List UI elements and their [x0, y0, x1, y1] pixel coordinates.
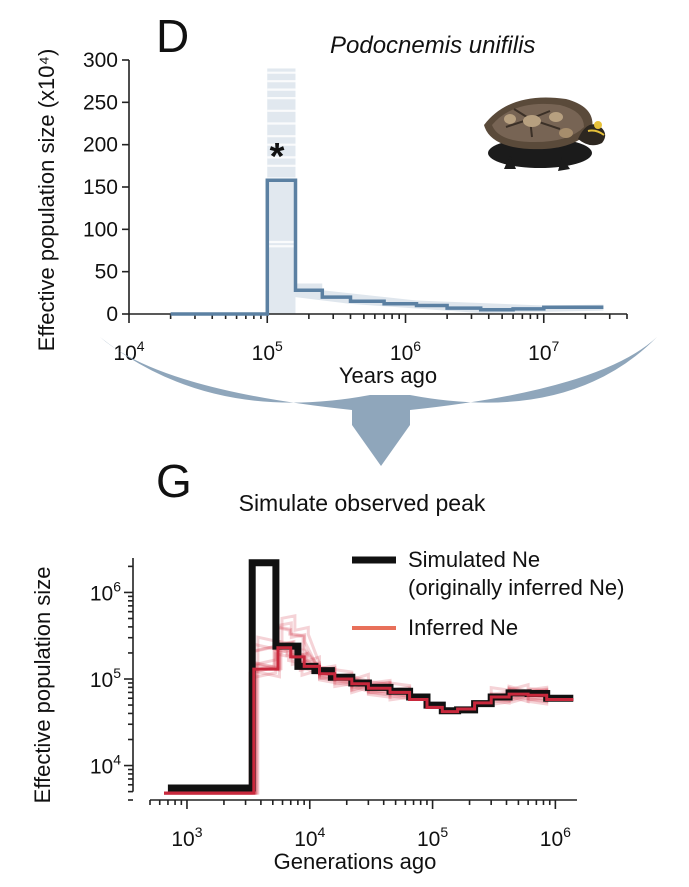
g-x-axis-label: Generations ago — [274, 849, 437, 874]
d-y-tick-label-100: 100 — [83, 218, 118, 241]
bootstrap-band-area — [267, 68, 296, 314]
bootstrap-tail-band — [295, 283, 604, 314]
replicate-line-8 — [164, 645, 574, 795]
d-x-tick-label-2: 106 — [390, 338, 421, 365]
panel-g-subtitle: Simulate observed peak — [239, 490, 486, 516]
panel-g-axes: 104 105 106 103 104 105 106 — [90, 558, 577, 851]
arrow-head — [352, 425, 410, 466]
species-title: Podocnemis unifilis — [330, 32, 535, 59]
replicate-line-0 — [164, 624, 574, 795]
d-x-tick-label-3: 107 — [528, 338, 559, 365]
turtle-icon — [484, 97, 606, 171]
d-y-tick-label-150: 150 — [83, 176, 118, 199]
d-x-tick-label-0: 104 — [113, 338, 144, 365]
legend-inferred-label: Inferred Ne — [408, 615, 518, 640]
panel-d: D Podocnemis unifilis 0 50 100 150 200 250 300… — [34, 10, 628, 388]
legend-simulated-sublabel: (originally inferred Ne) — [408, 575, 624, 600]
replicate-line-4 — [164, 646, 574, 795]
g-y-tick-label-2: 106 — [90, 578, 121, 605]
d-y-tick-label-200: 200 — [83, 134, 118, 157]
g-x-tick-label-2: 105 — [417, 824, 448, 851]
panel-d-axes: 0 50 100 150 200 250 300 104 105 106 107 — [83, 49, 628, 365]
g-x-tick-label-0: 103 — [171, 824, 202, 851]
legend: Simulated Ne (originally inferred Ne) In… — [352, 547, 624, 640]
panel-d-letter: D — [156, 10, 189, 62]
d-x-tick-label-1: 105 — [252, 338, 283, 365]
replicate-line-9 — [164, 621, 574, 795]
inferred-ne-line — [164, 646, 574, 795]
g-y-tick-label-1: 105 — [90, 665, 121, 692]
d-y-tick-label-300: 300 — [83, 49, 118, 72]
g-x-tick-label-1: 104 — [294, 824, 325, 851]
replicate-line-7 — [164, 639, 574, 795]
g-y-tick-label-0: 104 — [90, 752, 121, 779]
g-x-tick-label-3: 106 — [540, 824, 571, 851]
d-y-tick-label-0: 0 — [106, 303, 118, 326]
replicate-line-11 — [164, 648, 574, 795]
d-y-tick-label-50: 50 — [95, 261, 118, 284]
replicate-line-5 — [164, 641, 574, 795]
significance-asterisk: * — [270, 136, 285, 178]
replicate-line-3 — [164, 613, 574, 795]
d-x-axis-label: Years ago — [339, 363, 437, 388]
arrow-brace — [100, 337, 657, 425]
transition-arrow — [100, 337, 657, 466]
panel-g-letter: G — [156, 455, 192, 507]
replicate-line-1 — [164, 640, 574, 795]
g-y-axis-label: Effective population size — [30, 567, 55, 804]
legend-simulated-label: Simulated Ne — [408, 547, 540, 572]
inferred-ne-replicates — [164, 613, 574, 795]
inferred-ne-line — [170, 178, 604, 316]
d-y-tick-label-250: 250 — [83, 91, 118, 114]
replicate-line-6 — [164, 625, 574, 795]
replicate-line-10 — [164, 638, 574, 795]
d-y-axis-label: Effective population size (x10⁴) — [34, 49, 59, 352]
